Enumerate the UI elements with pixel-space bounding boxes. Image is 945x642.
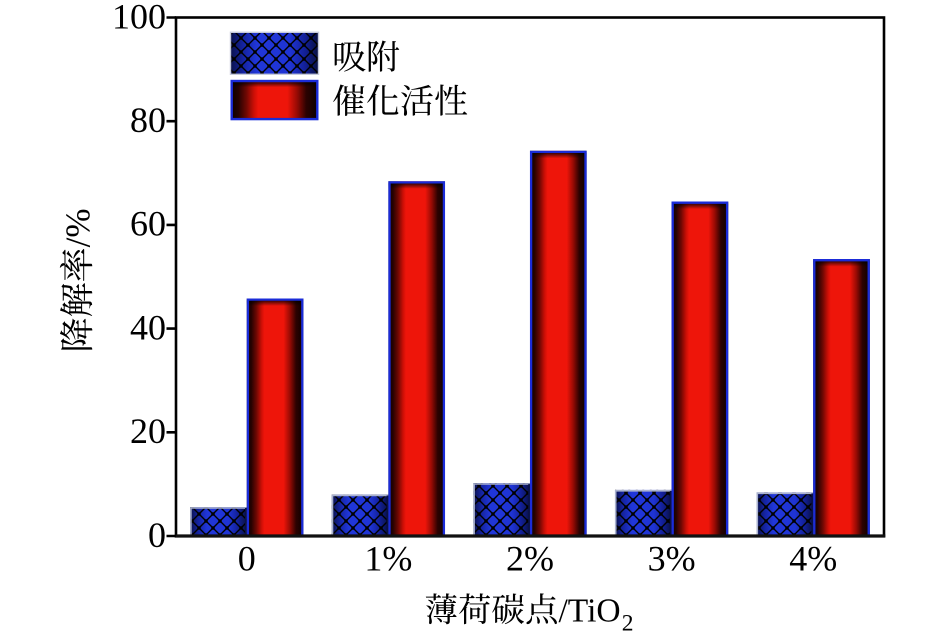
- svg-text:3%: 3%: [648, 539, 696, 579]
- svg-text:20: 20: [130, 411, 166, 451]
- svg-text:/TiO: /TiO: [559, 593, 621, 630]
- svg-text:100: 100: [112, 0, 166, 36]
- svg-text:1%: 1%: [364, 539, 412, 579]
- svg-text:2%: 2%: [506, 539, 554, 579]
- svg-text:4%: 4%: [789, 539, 837, 579]
- svg-text:0: 0: [238, 539, 256, 579]
- svg-text:/%: /%: [59, 209, 98, 248]
- svg-text:0: 0: [148, 515, 166, 555]
- svg-text:60: 60: [130, 204, 166, 244]
- svg-text:80: 80: [130, 100, 166, 140]
- svg-text:40: 40: [130, 307, 166, 347]
- svg-text:2: 2: [622, 611, 634, 637]
